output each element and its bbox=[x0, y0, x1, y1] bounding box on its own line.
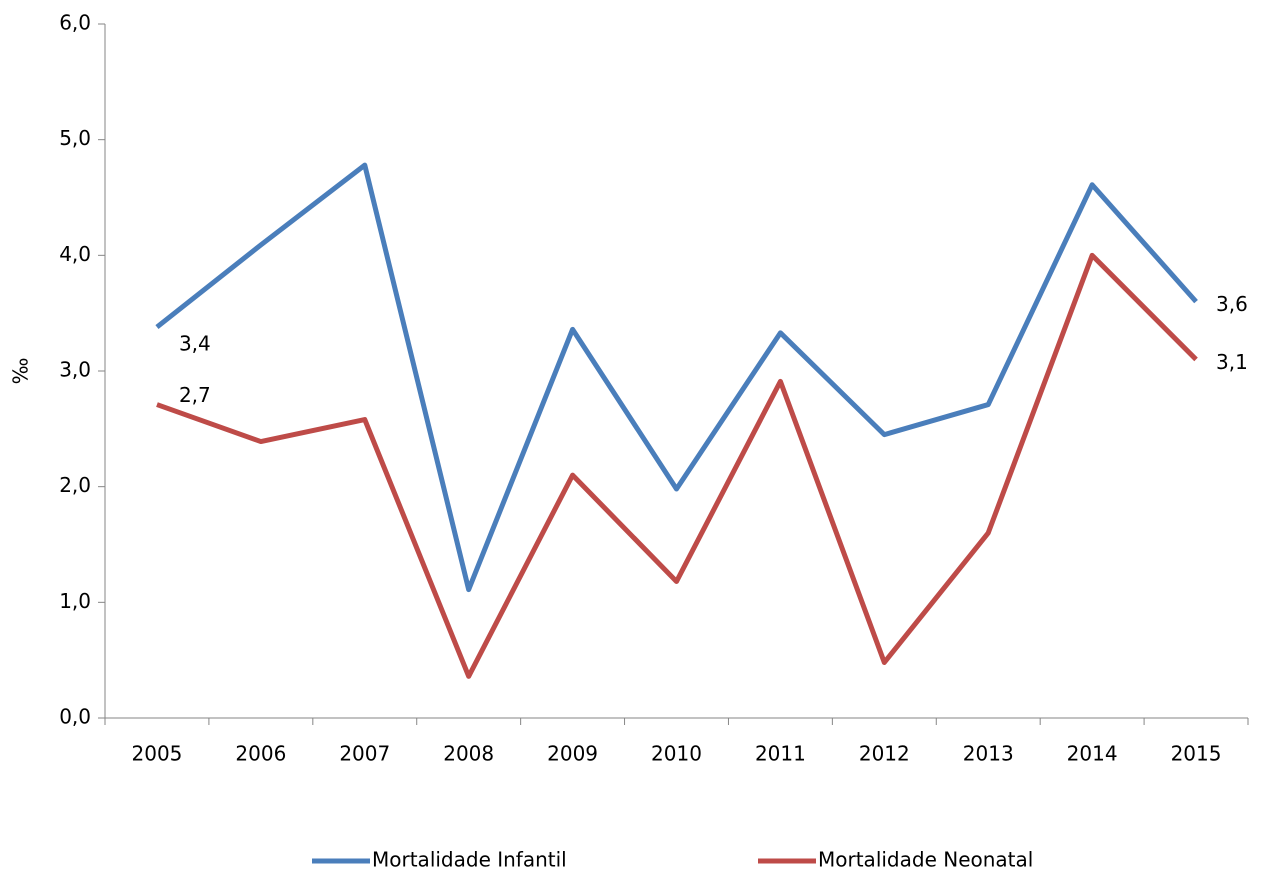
x-tick-label: 2015 bbox=[1171, 742, 1222, 766]
x-tick-label: 2010 bbox=[651, 742, 702, 766]
legend-label: Mortalidade Neonatal bbox=[818, 848, 1033, 872]
x-tick-label: 2005 bbox=[132, 742, 183, 766]
x-tick-label: 2006 bbox=[235, 742, 286, 766]
x-tick-label: 2012 bbox=[859, 742, 910, 766]
y-axis-label: ‰ bbox=[9, 358, 33, 385]
y-tick-label: 1,0 bbox=[59, 589, 91, 613]
data-label: 3,1 bbox=[1216, 350, 1248, 374]
y-tick-label: 5,0 bbox=[59, 126, 91, 150]
y-tick-label: 3,0 bbox=[59, 358, 91, 382]
x-tick-label: 2014 bbox=[1067, 742, 1118, 766]
legend-label: Mortalidade Infantil bbox=[372, 848, 567, 872]
data-label: 3,6 bbox=[1216, 292, 1248, 316]
x-tick-label: 2011 bbox=[755, 742, 806, 766]
x-tick-label: 2007 bbox=[339, 742, 390, 766]
x-tick-label: 2013 bbox=[963, 742, 1014, 766]
data-label: 3,4 bbox=[179, 332, 211, 356]
series-line bbox=[156, 252, 1198, 679]
y-tick-label: 6,0 bbox=[59, 11, 91, 35]
data-label: 2,7 bbox=[179, 383, 211, 407]
y-tick-label: 0,0 bbox=[59, 705, 91, 729]
y-tick-label: 4,0 bbox=[59, 242, 91, 266]
y-tick-label: 2,0 bbox=[59, 473, 91, 497]
x-tick-label: 2008 bbox=[443, 742, 494, 766]
series-line bbox=[155, 162, 1198, 593]
x-tick-label: 2009 bbox=[547, 742, 598, 766]
